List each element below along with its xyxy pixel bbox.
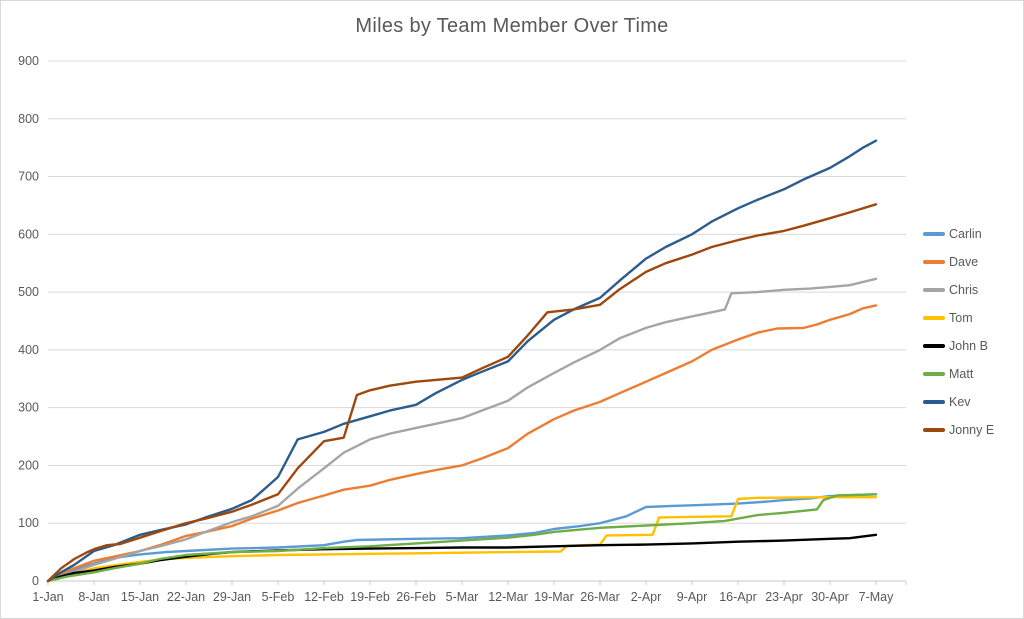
x-axis-label: 23-Apr bbox=[765, 590, 803, 604]
legend-item-matt: Matt bbox=[923, 360, 994, 388]
x-axis-label: 19-Feb bbox=[350, 590, 390, 604]
y-axis-label: 500 bbox=[18, 285, 39, 299]
legend-label: Jonny E bbox=[949, 423, 995, 437]
legend-label: Carlin bbox=[949, 227, 982, 241]
legend-item-jonny-e: Jonny E bbox=[923, 416, 994, 444]
x-axis-label: 9-Apr bbox=[677, 590, 708, 604]
x-axis-label: 8-Jan bbox=[78, 590, 109, 604]
x-axis-label: 29-Jan bbox=[213, 590, 251, 604]
legend-item-john-b: John B bbox=[923, 332, 994, 360]
legend-item-chris: Chris bbox=[923, 276, 994, 304]
legend-label: Matt bbox=[949, 367, 974, 381]
legend-line-swatch bbox=[923, 372, 945, 376]
legend-line-swatch bbox=[923, 428, 945, 432]
legend-line-swatch bbox=[923, 288, 945, 292]
legend-line-swatch bbox=[923, 400, 945, 404]
legend-label: John B bbox=[949, 339, 988, 353]
y-axis-label: 900 bbox=[18, 54, 39, 68]
legend-label: Chris bbox=[949, 283, 979, 297]
legend-line-swatch bbox=[923, 344, 945, 348]
series-line-carlin bbox=[46, 493, 878, 583]
series-line-tom bbox=[46, 496, 878, 583]
x-axis-label: 19-Mar bbox=[534, 590, 574, 604]
y-axis-label: 400 bbox=[18, 343, 39, 357]
series-line-dave bbox=[46, 304, 878, 583]
series-line-matt bbox=[46, 493, 878, 583]
x-axis-label: 30-Apr bbox=[811, 590, 849, 604]
x-axis-label: 26-Feb bbox=[396, 590, 436, 604]
x-axis-label: 5-Feb bbox=[262, 590, 295, 604]
x-axis-label: 26-Mar bbox=[580, 590, 620, 604]
legend-item-kev: Kev bbox=[923, 388, 994, 416]
legend-line-swatch bbox=[923, 316, 945, 320]
x-axis-label: 16-Apr bbox=[719, 590, 757, 604]
chart-legend: Carlin Dave Chris Tom John B Matt Kev Jonny E bbox=[923, 220, 994, 444]
x-axis-label: 1-Jan bbox=[32, 590, 63, 604]
series-line-jonny-e bbox=[46, 203, 878, 583]
legend-item-dave: Dave bbox=[923, 248, 994, 276]
x-axis-label: 2-Apr bbox=[631, 590, 662, 604]
y-axis-label: 700 bbox=[18, 170, 39, 184]
legend-item-carlin: Carlin bbox=[923, 220, 994, 248]
chart-title: Miles by Team Member Over Time bbox=[355, 15, 669, 37]
x-axis-label: 12-Mar bbox=[488, 590, 528, 604]
legend-label: Kev bbox=[949, 395, 971, 409]
y-axis-label: 300 bbox=[18, 401, 39, 415]
x-axis-label: 5-Mar bbox=[446, 590, 479, 604]
legend-item-tom: Tom bbox=[923, 304, 994, 332]
y-axis-label: 0 bbox=[32, 574, 39, 588]
series-line-chris bbox=[46, 277, 878, 583]
legend-label: Dave bbox=[949, 255, 979, 269]
legend-line-swatch bbox=[923, 232, 945, 236]
x-axis-label: 15-Jan bbox=[121, 590, 159, 604]
legend-label: Tom bbox=[949, 311, 973, 325]
x-axis-label: 22-Jan bbox=[167, 590, 205, 604]
y-axis-label: 100 bbox=[18, 516, 39, 530]
y-axis-label: 600 bbox=[18, 227, 39, 241]
x-axis-label: 12-Feb bbox=[304, 590, 344, 604]
y-axis-label: 200 bbox=[18, 458, 39, 472]
x-axis-label: 7-May bbox=[859, 590, 894, 604]
y-axis-label: 800 bbox=[18, 112, 39, 126]
legend-line-swatch bbox=[923, 260, 945, 264]
